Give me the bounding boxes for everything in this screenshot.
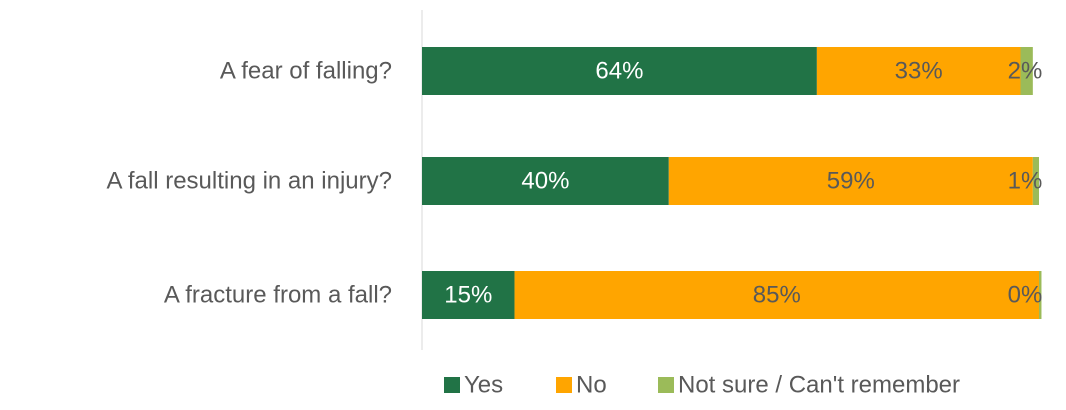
category-label: A fall resulting in an injury? bbox=[107, 168, 393, 195]
bar-segment bbox=[668, 157, 1033, 205]
bar-segment bbox=[816, 47, 1021, 95]
bar-segment bbox=[514, 271, 1039, 319]
data-label: 85% bbox=[753, 282, 801, 309]
data-label: 1% bbox=[1008, 168, 1043, 195]
data-label: 15% bbox=[444, 282, 492, 309]
bar-segment bbox=[1039, 271, 1042, 319]
bar-segment bbox=[422, 157, 669, 205]
legend-label: Yes bbox=[464, 372, 503, 399]
category-label: A fear of falling? bbox=[220, 58, 392, 85]
legend-label: Not sure / Can't remember bbox=[678, 372, 960, 399]
data-label: 33% bbox=[895, 58, 943, 85]
data-label: 59% bbox=[827, 168, 875, 195]
data-label: 40% bbox=[521, 168, 569, 195]
legend: Yes No Not sure / Can't remember bbox=[444, 372, 960, 399]
bar-segment bbox=[1032, 157, 1039, 205]
bar-segment bbox=[422, 271, 515, 319]
legend-label: No bbox=[576, 372, 607, 399]
bars-group: 64% 33% 2% 40% 59% 1% 15% 85% 0% bbox=[422, 47, 1042, 319]
data-label: 64% bbox=[595, 58, 643, 85]
category-label: A fracture from a fall? bbox=[164, 282, 392, 309]
bar-segment bbox=[422, 47, 817, 95]
data-label: 0% bbox=[1008, 282, 1043, 309]
legend-swatch bbox=[556, 377, 572, 393]
bar-segment bbox=[1020, 47, 1033, 95]
data-label: 2% bbox=[1008, 58, 1043, 85]
legend-swatch bbox=[444, 377, 460, 393]
category-labels-group: A fear of falling? A fall resulting in an… bbox=[107, 58, 393, 309]
legend-swatch bbox=[658, 377, 674, 393]
